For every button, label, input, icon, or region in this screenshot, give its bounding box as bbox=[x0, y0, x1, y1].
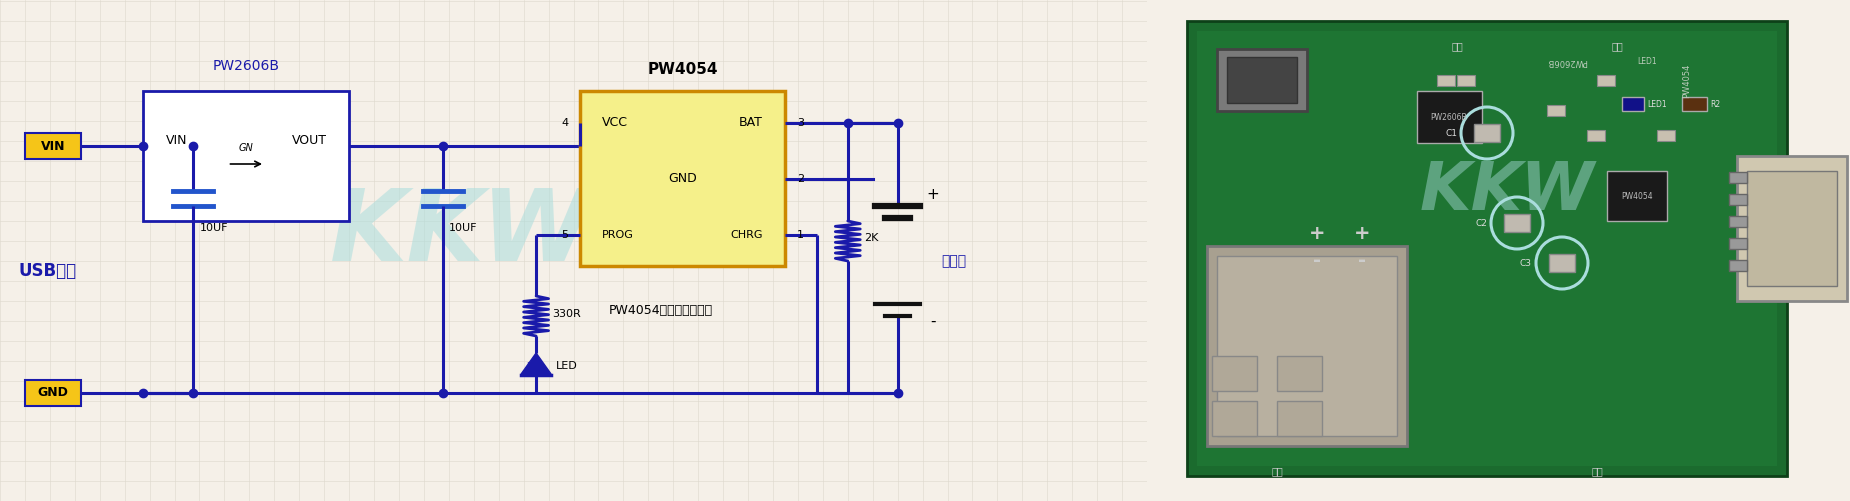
Text: C2: C2 bbox=[1474, 218, 1487, 227]
Bar bbox=[1504, 214, 1530, 232]
Text: C1: C1 bbox=[1445, 128, 1458, 137]
Bar bbox=[1212, 401, 1256, 436]
Text: 2: 2 bbox=[797, 173, 805, 183]
Bar bbox=[1458, 75, 1474, 86]
Text: 1: 1 bbox=[797, 229, 805, 239]
Text: 4: 4 bbox=[561, 118, 568, 127]
Bar bbox=[1608, 171, 1667, 221]
Text: C3: C3 bbox=[1521, 259, 1532, 268]
Bar bbox=[1217, 256, 1397, 436]
Text: VIN: VIN bbox=[166, 134, 187, 147]
Text: PROG: PROG bbox=[601, 229, 635, 239]
Bar bbox=[1730, 216, 1746, 227]
Text: LED1: LED1 bbox=[1637, 57, 1658, 66]
Text: +: + bbox=[927, 186, 940, 201]
Bar bbox=[1730, 238, 1746, 249]
Bar bbox=[579, 91, 786, 266]
FancyBboxPatch shape bbox=[24, 133, 81, 159]
Text: LED: LED bbox=[557, 361, 577, 371]
Text: 电池: 电池 bbox=[1591, 466, 1602, 476]
Text: PW4054: PW4054 bbox=[1621, 191, 1652, 200]
Text: CHRG: CHRG bbox=[731, 229, 762, 239]
Bar bbox=[1587, 130, 1606, 141]
Text: R2: R2 bbox=[1709, 100, 1720, 109]
Bar bbox=[144, 91, 350, 221]
Bar bbox=[1197, 31, 1778, 466]
Bar bbox=[1730, 172, 1746, 183]
Bar bbox=[1474, 124, 1500, 142]
Bar bbox=[1730, 260, 1746, 271]
FancyBboxPatch shape bbox=[24, 380, 81, 406]
Text: 输入: 输入 bbox=[1450, 41, 1463, 51]
Text: +: + bbox=[1354, 223, 1371, 242]
Text: 锂电池: 锂电池 bbox=[942, 254, 966, 268]
Bar bbox=[1746, 171, 1837, 286]
Text: 电池: 电池 bbox=[1611, 41, 1622, 51]
Text: VCC: VCC bbox=[601, 116, 629, 129]
Bar bbox=[1730, 194, 1746, 205]
Bar bbox=[1597, 75, 1615, 86]
Bar bbox=[1548, 254, 1574, 272]
Bar bbox=[1227, 57, 1297, 103]
Bar bbox=[1417, 91, 1482, 143]
Text: KKW: KKW bbox=[329, 184, 592, 282]
Text: +: + bbox=[1308, 223, 1325, 242]
Text: 10UF: 10UF bbox=[450, 223, 477, 233]
Bar bbox=[1276, 356, 1323, 391]
Text: 330R: 330R bbox=[553, 309, 581, 319]
Bar bbox=[1212, 356, 1256, 391]
Text: PW2606B: PW2606B bbox=[1547, 57, 1587, 66]
Bar bbox=[1737, 156, 1846, 301]
Text: PW4054锂电池充电电路: PW4054锂电池充电电路 bbox=[609, 305, 712, 318]
Bar bbox=[1622, 97, 1645, 111]
Text: GN: GN bbox=[239, 143, 253, 153]
Text: BAT: BAT bbox=[740, 116, 762, 129]
Bar bbox=[1437, 75, 1454, 86]
Text: VIN: VIN bbox=[41, 139, 65, 152]
Text: PW4054: PW4054 bbox=[1682, 64, 1691, 98]
Text: GND: GND bbox=[37, 386, 68, 399]
Text: -: - bbox=[931, 314, 936, 329]
Text: GND: GND bbox=[668, 172, 697, 185]
Bar bbox=[1206, 246, 1408, 446]
Bar bbox=[1682, 97, 1708, 111]
Text: 2K: 2K bbox=[864, 233, 879, 243]
Text: 5: 5 bbox=[561, 229, 568, 239]
Bar bbox=[1547, 105, 1565, 116]
Text: KKW: KKW bbox=[1419, 158, 1595, 224]
Text: 10UF: 10UF bbox=[200, 223, 228, 233]
Bar bbox=[1276, 401, 1323, 436]
Text: PW4054: PW4054 bbox=[648, 62, 718, 77]
Text: PW2606B: PW2606B bbox=[213, 59, 279, 73]
Text: 输入: 输入 bbox=[1271, 466, 1282, 476]
Text: VOUT: VOUT bbox=[292, 134, 327, 147]
Text: 3: 3 bbox=[797, 118, 805, 127]
Bar bbox=[1658, 130, 1674, 141]
Text: -: - bbox=[1314, 252, 1321, 271]
Text: PW2606B: PW2606B bbox=[1430, 113, 1467, 122]
Bar bbox=[1188, 21, 1787, 476]
Text: USB口：: USB口： bbox=[18, 262, 78, 280]
Text: -: - bbox=[1358, 252, 1365, 271]
Polygon shape bbox=[522, 353, 551, 374]
Text: LED1: LED1 bbox=[1646, 100, 1667, 109]
Bar bbox=[1217, 49, 1306, 111]
